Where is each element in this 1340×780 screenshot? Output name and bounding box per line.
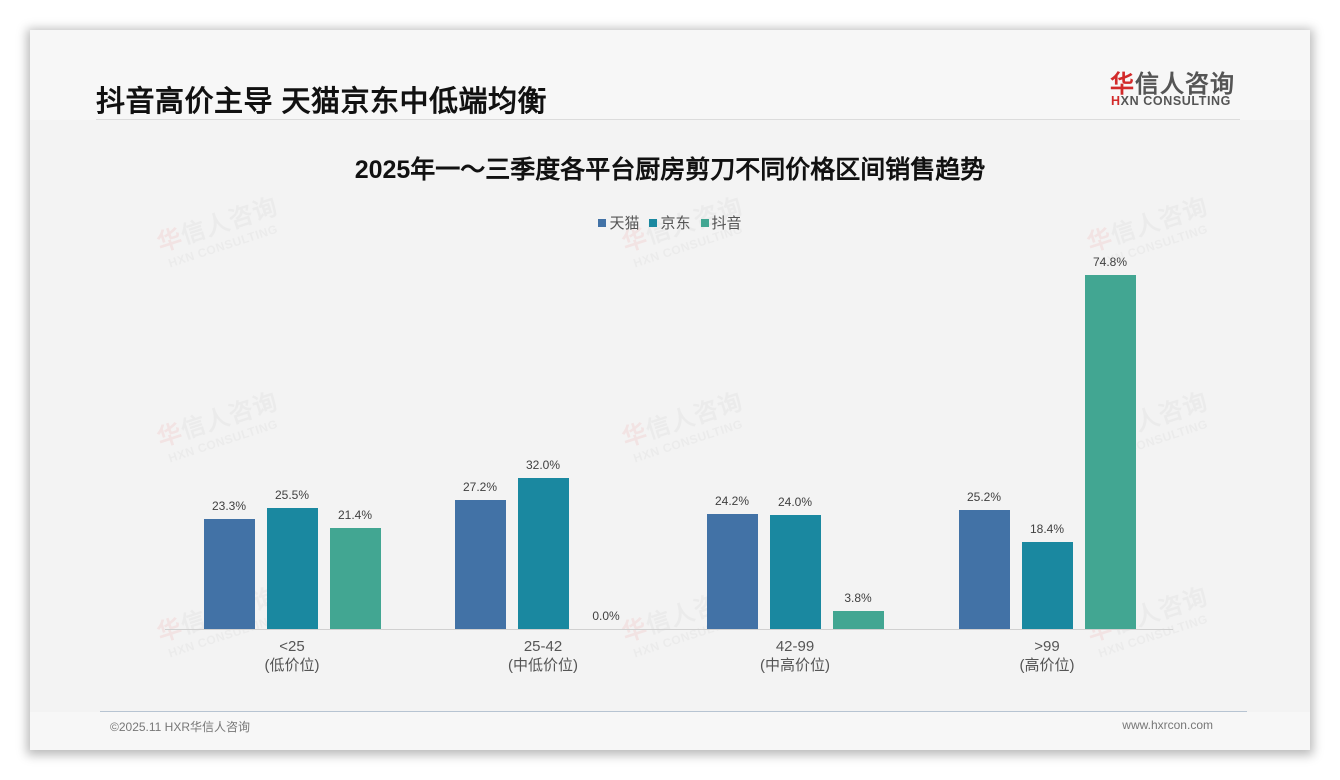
legend-label: 抖音: [711, 215, 742, 232]
bar-value-label: 23.3%: [211, 499, 247, 513]
category-range: <25: [279, 638, 305, 655]
category-label: 25-42 (中低价位): [463, 637, 623, 675]
bar-value-label: 24.2%: [714, 494, 750, 508]
chart-title: 2025年一～三季度各平台厨房剪刀不同价格区间销售趋势: [354, 156, 986, 184]
company-logo: 华信人咨询 HXN CONSULTING: [1110, 64, 1242, 110]
category-tier: (中高价位): [760, 657, 830, 674]
category-label: 42-99 (中高价位): [715, 637, 875, 675]
bar-value-label: 0.0%: [592, 609, 620, 623]
legend-label: 天猫: [609, 215, 640, 232]
footer-divider: [100, 711, 1247, 712]
category-range: 42-99: [775, 638, 815, 655]
bar-value-label: 25.5%: [274, 488, 310, 502]
bar: [266, 508, 318, 629]
bar-value-label: 74.8%: [1092, 255, 1128, 269]
category-tier: (高价位): [1019, 657, 1075, 674]
bar-value-label: 3.8%: [844, 591, 872, 605]
legend-swatch-icon: [649, 218, 658, 227]
page-title: 抖音高价主导 天猫京东中低端均衡: [96, 86, 548, 118]
logo-en-rest: XN CONSULTING: [1120, 94, 1231, 108]
legend-item: 天猫: [598, 212, 639, 233]
category-label: <25 (低价位): [212, 637, 372, 675]
category-label: >99 (高价位): [967, 637, 1127, 675]
legend-label: 京东: [660, 215, 691, 232]
legend-item: 京东: [649, 212, 691, 233]
category-range: >99: [1034, 638, 1060, 655]
header-divider: [96, 119, 1240, 120]
footer-copyright: ©2025.11 HXR华信人咨询: [110, 720, 250, 734]
bar: [203, 519, 255, 629]
logo-en-first: H: [1111, 94, 1121, 108]
category-tier: (中低价位): [508, 657, 578, 674]
category-tier: (低价位): [264, 657, 320, 674]
bar: [706, 514, 758, 629]
bar-value-label: 24.0%: [777, 495, 813, 509]
bar: [517, 478, 569, 629]
bar-chart-plot: 23.3% 25.5% 21.4% <25 (低价位) 27.2% 32.0% 0.0% 25-…: [30, 30, 1310, 750]
bar: [1021, 542, 1073, 629]
logo-cn-rest: 信人咨询: [1135, 71, 1235, 98]
logo-en-text: HXN CONSULTING: [1111, 94, 1231, 108]
bar-value-label: 18.4%: [1029, 522, 1065, 536]
logo-red-char: 华: [1110, 71, 1135, 98]
bar-value-label: 32.0%: [525, 458, 561, 472]
x-axis-baseline: [165, 629, 1173, 630]
slide-card: 华信人咨询 HXN CONSULTING 华信人咨询 HXN CONSULTING 华信…: [30, 30, 1310, 750]
bar: [329, 528, 381, 629]
bar: [769, 515, 821, 629]
footer-website: www.hxrcon.com: [1122, 718, 1213, 732]
bar: [958, 510, 1010, 629]
logo-cn-text: 华信人咨询: [1110, 64, 1235, 99]
header-band: [30, 30, 1310, 120]
bar: [832, 611, 884, 629]
bar-value-label: 27.2%: [462, 480, 498, 494]
category-range: 25-42: [523, 638, 563, 655]
chart-legend: 天猫 京东 抖音: [30, 212, 1310, 233]
bar: [1084, 275, 1136, 629]
bar-value-label: 25.2%: [966, 490, 1002, 504]
bar: [454, 500, 506, 629]
footer-band: [30, 712, 1310, 750]
bar-value-label: 21.4%: [337, 508, 373, 522]
legend-item: 抖音: [700, 212, 742, 233]
legend-swatch-icon: [700, 218, 709, 227]
legend-swatch-icon: [598, 218, 607, 227]
